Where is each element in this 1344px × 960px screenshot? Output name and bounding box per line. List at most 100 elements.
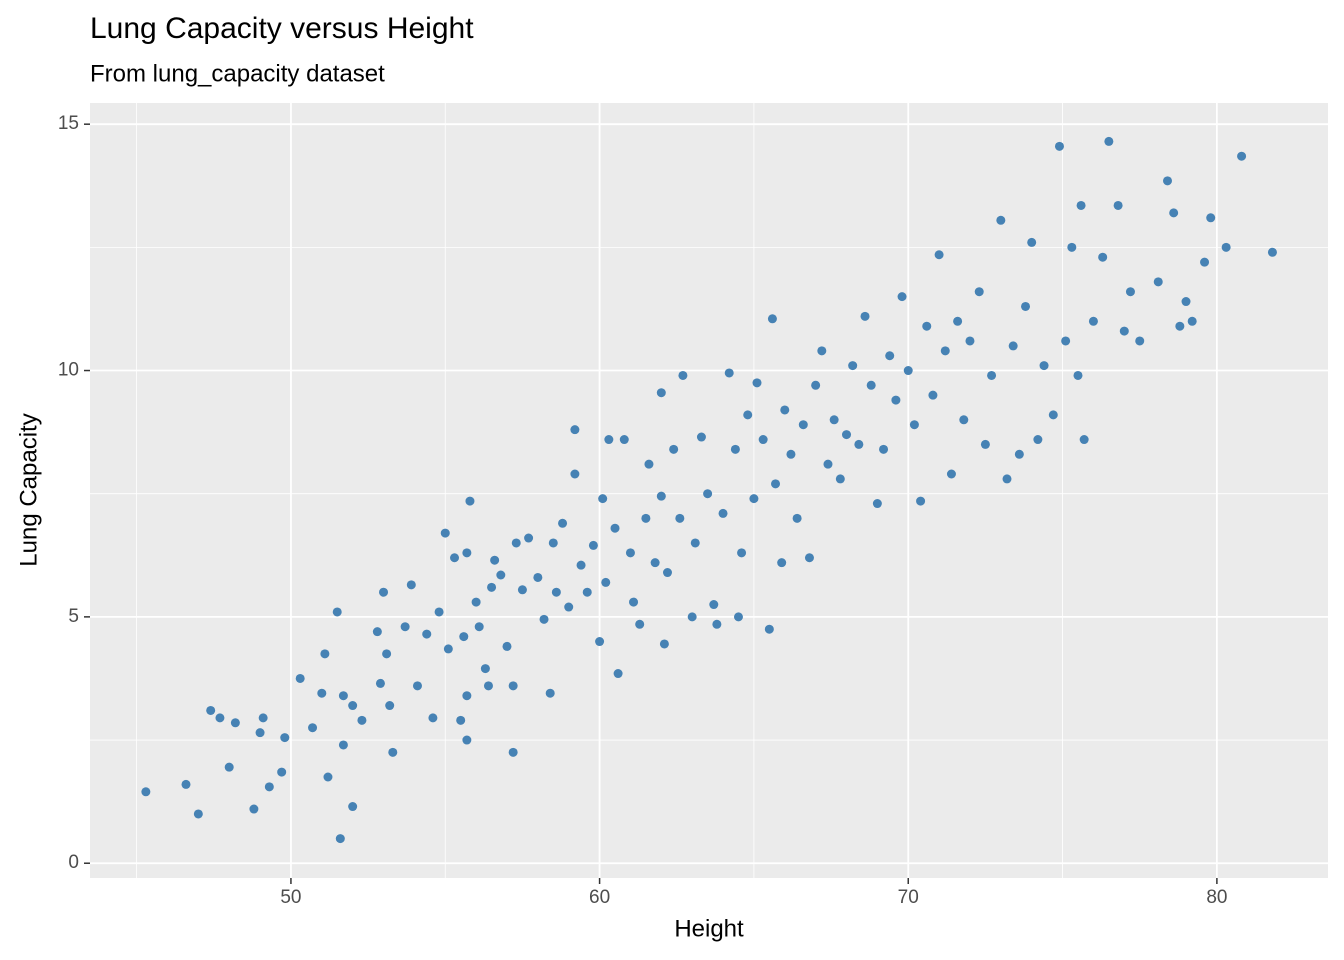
- point: [440, 528, 450, 538]
- point: [141, 787, 151, 797]
- point: [338, 740, 348, 750]
- point: [996, 215, 1006, 225]
- point: [348, 701, 358, 711]
- point: [502, 641, 512, 651]
- point: [987, 370, 997, 380]
- point: [224, 762, 234, 772]
- point: [588, 540, 598, 550]
- point: [959, 415, 969, 425]
- point: [456, 715, 466, 725]
- point: [1054, 141, 1064, 151]
- point: [879, 444, 889, 454]
- point: [752, 378, 762, 388]
- point: [564, 602, 574, 612]
- point: [465, 496, 475, 506]
- y-axis-title: Lung Capacity: [15, 413, 42, 566]
- point: [641, 513, 651, 523]
- point: [1073, 370, 1083, 380]
- point: [780, 405, 790, 415]
- point: [709, 600, 719, 610]
- point: [459, 632, 469, 642]
- point: [277, 767, 287, 777]
- point: [338, 691, 348, 701]
- point: [474, 622, 484, 632]
- point: [230, 718, 240, 728]
- point: [1187, 316, 1197, 326]
- point: [650, 558, 660, 568]
- point: [771, 479, 781, 489]
- point: [443, 644, 453, 654]
- point: [320, 649, 330, 659]
- point: [854, 439, 864, 449]
- point: [980, 439, 990, 449]
- point: [1181, 297, 1191, 307]
- point: [323, 772, 333, 782]
- point: [909, 420, 919, 430]
- y-tick-label: 10: [58, 360, 79, 381]
- point: [551, 587, 561, 597]
- point: [613, 669, 623, 679]
- point: [1067, 242, 1077, 252]
- point: [823, 459, 833, 469]
- point: [866, 380, 876, 390]
- point: [255, 728, 265, 738]
- point: [625, 548, 635, 558]
- point: [1119, 326, 1129, 336]
- point: [533, 572, 543, 582]
- point: [1002, 474, 1012, 484]
- point: [332, 607, 342, 617]
- point: [848, 361, 858, 371]
- point: [897, 292, 907, 302]
- point: [570, 469, 580, 479]
- point: [264, 782, 274, 792]
- point: [690, 538, 700, 548]
- point: [1027, 237, 1037, 247]
- point: [737, 548, 747, 558]
- point: [1039, 361, 1049, 371]
- point: [798, 420, 808, 430]
- point: [1088, 316, 1098, 326]
- point: [1104, 136, 1114, 146]
- point: [375, 678, 385, 688]
- point: [317, 688, 327, 698]
- point: [487, 582, 497, 592]
- point: [835, 474, 845, 484]
- y-tick-label: 5: [68, 606, 79, 627]
- point: [308, 723, 318, 733]
- point: [792, 513, 802, 523]
- point: [758, 435, 768, 445]
- point: [539, 614, 549, 624]
- point: [946, 469, 956, 479]
- point: [1014, 449, 1024, 459]
- point: [644, 459, 654, 469]
- point: [1033, 435, 1043, 445]
- point: [181, 779, 191, 789]
- point: [860, 311, 870, 321]
- point: [974, 287, 984, 297]
- point: [422, 629, 432, 639]
- point: [916, 496, 926, 506]
- point: [656, 388, 666, 398]
- point: [749, 494, 759, 504]
- point: [712, 619, 722, 629]
- point: [885, 351, 895, 361]
- point: [811, 380, 821, 390]
- point: [295, 673, 305, 683]
- x-tick-label: 60: [589, 887, 610, 908]
- point: [1021, 301, 1031, 311]
- point: [1206, 213, 1216, 223]
- point: [872, 499, 882, 509]
- point: [659, 639, 669, 649]
- point: [635, 619, 645, 629]
- point: [829, 415, 839, 425]
- point: [558, 518, 568, 528]
- point: [1113, 200, 1123, 210]
- point: [385, 701, 395, 711]
- point: [703, 489, 713, 499]
- point: [934, 250, 944, 260]
- point: [582, 587, 592, 597]
- point: [743, 410, 753, 420]
- point: [1163, 176, 1173, 186]
- point: [215, 713, 225, 723]
- point: [406, 580, 416, 590]
